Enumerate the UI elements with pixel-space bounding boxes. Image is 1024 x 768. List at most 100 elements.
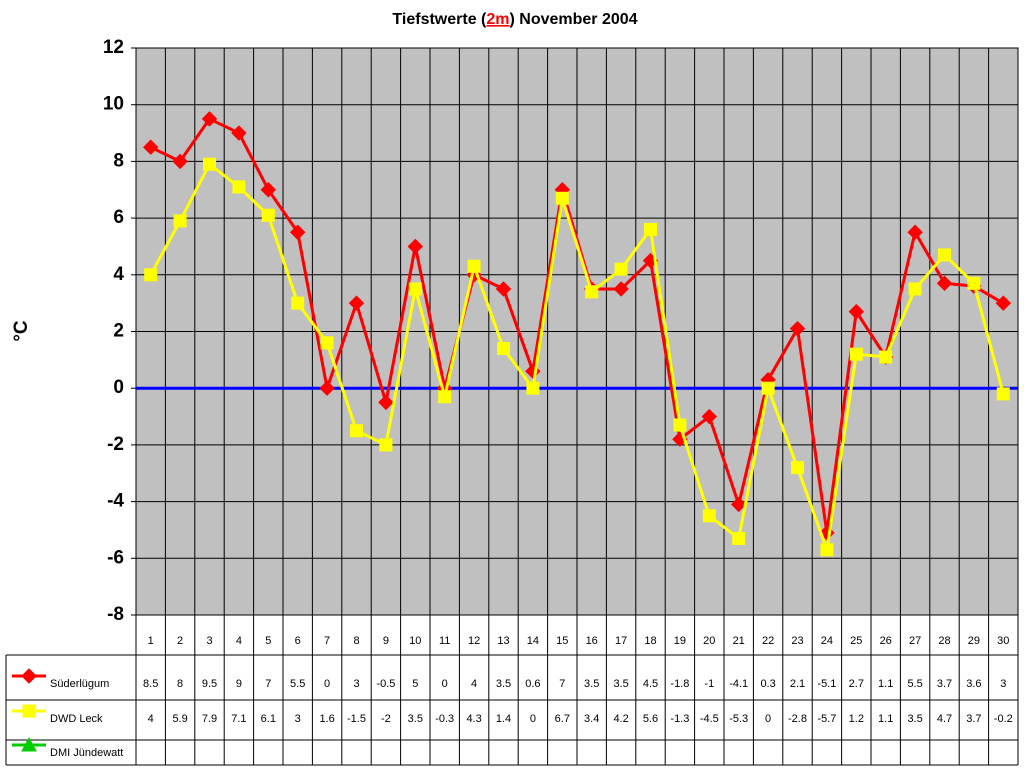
marker <box>995 295 1012 311</box>
y-tick-label: -4 <box>107 491 124 512</box>
table-value: 0.6 <box>525 678 540 690</box>
x-tick-label: 21 <box>733 635 745 647</box>
marker <box>232 180 246 194</box>
table-value: 9.5 <box>202 678 217 690</box>
marker <box>289 224 306 240</box>
marker <box>938 248 951 262</box>
y-tick-label: -6 <box>107 547 124 568</box>
table-value: 1.2 <box>849 713 864 725</box>
title-part: 2m <box>486 11 509 28</box>
x-tick-label: 11 <box>439 635 450 647</box>
table-value: 9 <box>236 678 242 690</box>
table-value: 8.5 <box>143 678 158 690</box>
x-tick-label: 15 <box>556 635 568 647</box>
table-value: 6.1 <box>261 713 276 725</box>
x-tick-label: 1 <box>148 635 154 647</box>
marker <box>291 296 305 310</box>
marker <box>614 262 628 276</box>
x-tick-label: 26 <box>880 635 892 647</box>
table-value: -1.8 <box>670 678 689 690</box>
marker <box>644 222 657 236</box>
marker <box>879 350 893 364</box>
table-value: -2 <box>381 713 391 725</box>
table-value: -5.7 <box>817 713 836 725</box>
marker <box>320 336 334 350</box>
table-value: 0 <box>442 678 448 690</box>
table-value: 3.4 <box>584 713 599 725</box>
marker <box>144 268 158 282</box>
x-tick-label: 29 <box>968 635 980 647</box>
y-tick-label: -8 <box>107 604 124 625</box>
table-value: -1.3 <box>670 713 689 725</box>
x-tick-label: 23 <box>791 635 803 647</box>
marker <box>613 281 629 297</box>
table-value: 4 <box>148 713 154 725</box>
marker <box>497 342 510 356</box>
table-value: 2.1 <box>790 678 805 690</box>
marker <box>761 381 775 395</box>
x-tick-label: 5 <box>265 635 271 647</box>
marker <box>201 111 218 127</box>
table-value: -4.1 <box>729 678 748 690</box>
x-tick-label: 12 <box>468 635 480 647</box>
table-value: 5.9 <box>172 713 187 725</box>
y-tick-label: 10 <box>103 94 124 115</box>
table-value: 4.5 <box>643 678 658 690</box>
table-value: 5.5 <box>907 678 922 690</box>
table-value: 3 <box>353 678 359 690</box>
table-value: -5.1 <box>817 678 836 690</box>
marker <box>407 238 424 255</box>
title-part: Tiefstwerte ( <box>392 11 487 28</box>
x-tick-label: 25 <box>850 635 862 647</box>
table-value: 4.3 <box>466 713 481 725</box>
table-value: 4.7 <box>937 713 952 725</box>
table-value: 5.5 <box>290 678 305 690</box>
table-value: 7.9 <box>202 713 217 725</box>
marker <box>438 390 452 404</box>
marker <box>732 531 746 545</box>
marker <box>555 191 569 205</box>
table-value: 6.7 <box>555 713 570 725</box>
y-tick-label: 0 <box>113 377 124 398</box>
marker <box>142 139 159 155</box>
table-value: 3.7 <box>937 678 952 690</box>
marker <box>172 153 188 170</box>
x-tick-label: 14 <box>527 635 539 647</box>
table-value: 3 <box>295 713 301 725</box>
marker <box>702 509 716 523</box>
marker <box>791 461 804 475</box>
table-value: 4 <box>471 678 477 690</box>
marker <box>907 224 923 240</box>
table-value: 0 <box>324 678 330 690</box>
table-value: 5.6 <box>643 713 658 725</box>
table-value: 3.6 <box>966 678 981 690</box>
marker <box>673 418 687 432</box>
x-tick-label: 30 <box>997 635 1009 647</box>
table-value: -0.2 <box>994 713 1013 725</box>
table-value: -5.3 <box>729 713 748 725</box>
x-tick-label: 19 <box>674 635 686 647</box>
legend-label: Süderlügum <box>50 678 109 690</box>
chart-title: Tiefstwerte (2m) November 2004 <box>392 11 637 28</box>
marker <box>585 285 599 299</box>
marker <box>350 424 363 438</box>
marker <box>908 282 922 296</box>
x-tick-label: 6 <box>295 635 301 647</box>
x-tick-label: 9 <box>383 635 389 647</box>
x-tick-label: 13 <box>497 635 509 647</box>
table-value: 1.1 <box>878 678 893 690</box>
table-value: 3.7 <box>966 713 981 725</box>
marker <box>408 282 422 296</box>
table-value: -2.8 <box>788 713 807 725</box>
marker <box>936 275 953 292</box>
x-tick-label: 4 <box>236 635 242 647</box>
table-value: 7.1 <box>231 713 246 725</box>
x-tick-label: 24 <box>821 635 833 647</box>
table-value: 1.1 <box>878 713 893 725</box>
x-tick-label: 18 <box>644 635 656 647</box>
y-tick-label: 8 <box>113 150 124 171</box>
x-tick-label: 2 <box>177 635 183 647</box>
table-value: 1.4 <box>496 713 511 725</box>
legend-marker <box>22 704 36 718</box>
table-value: 3.5 <box>613 678 628 690</box>
